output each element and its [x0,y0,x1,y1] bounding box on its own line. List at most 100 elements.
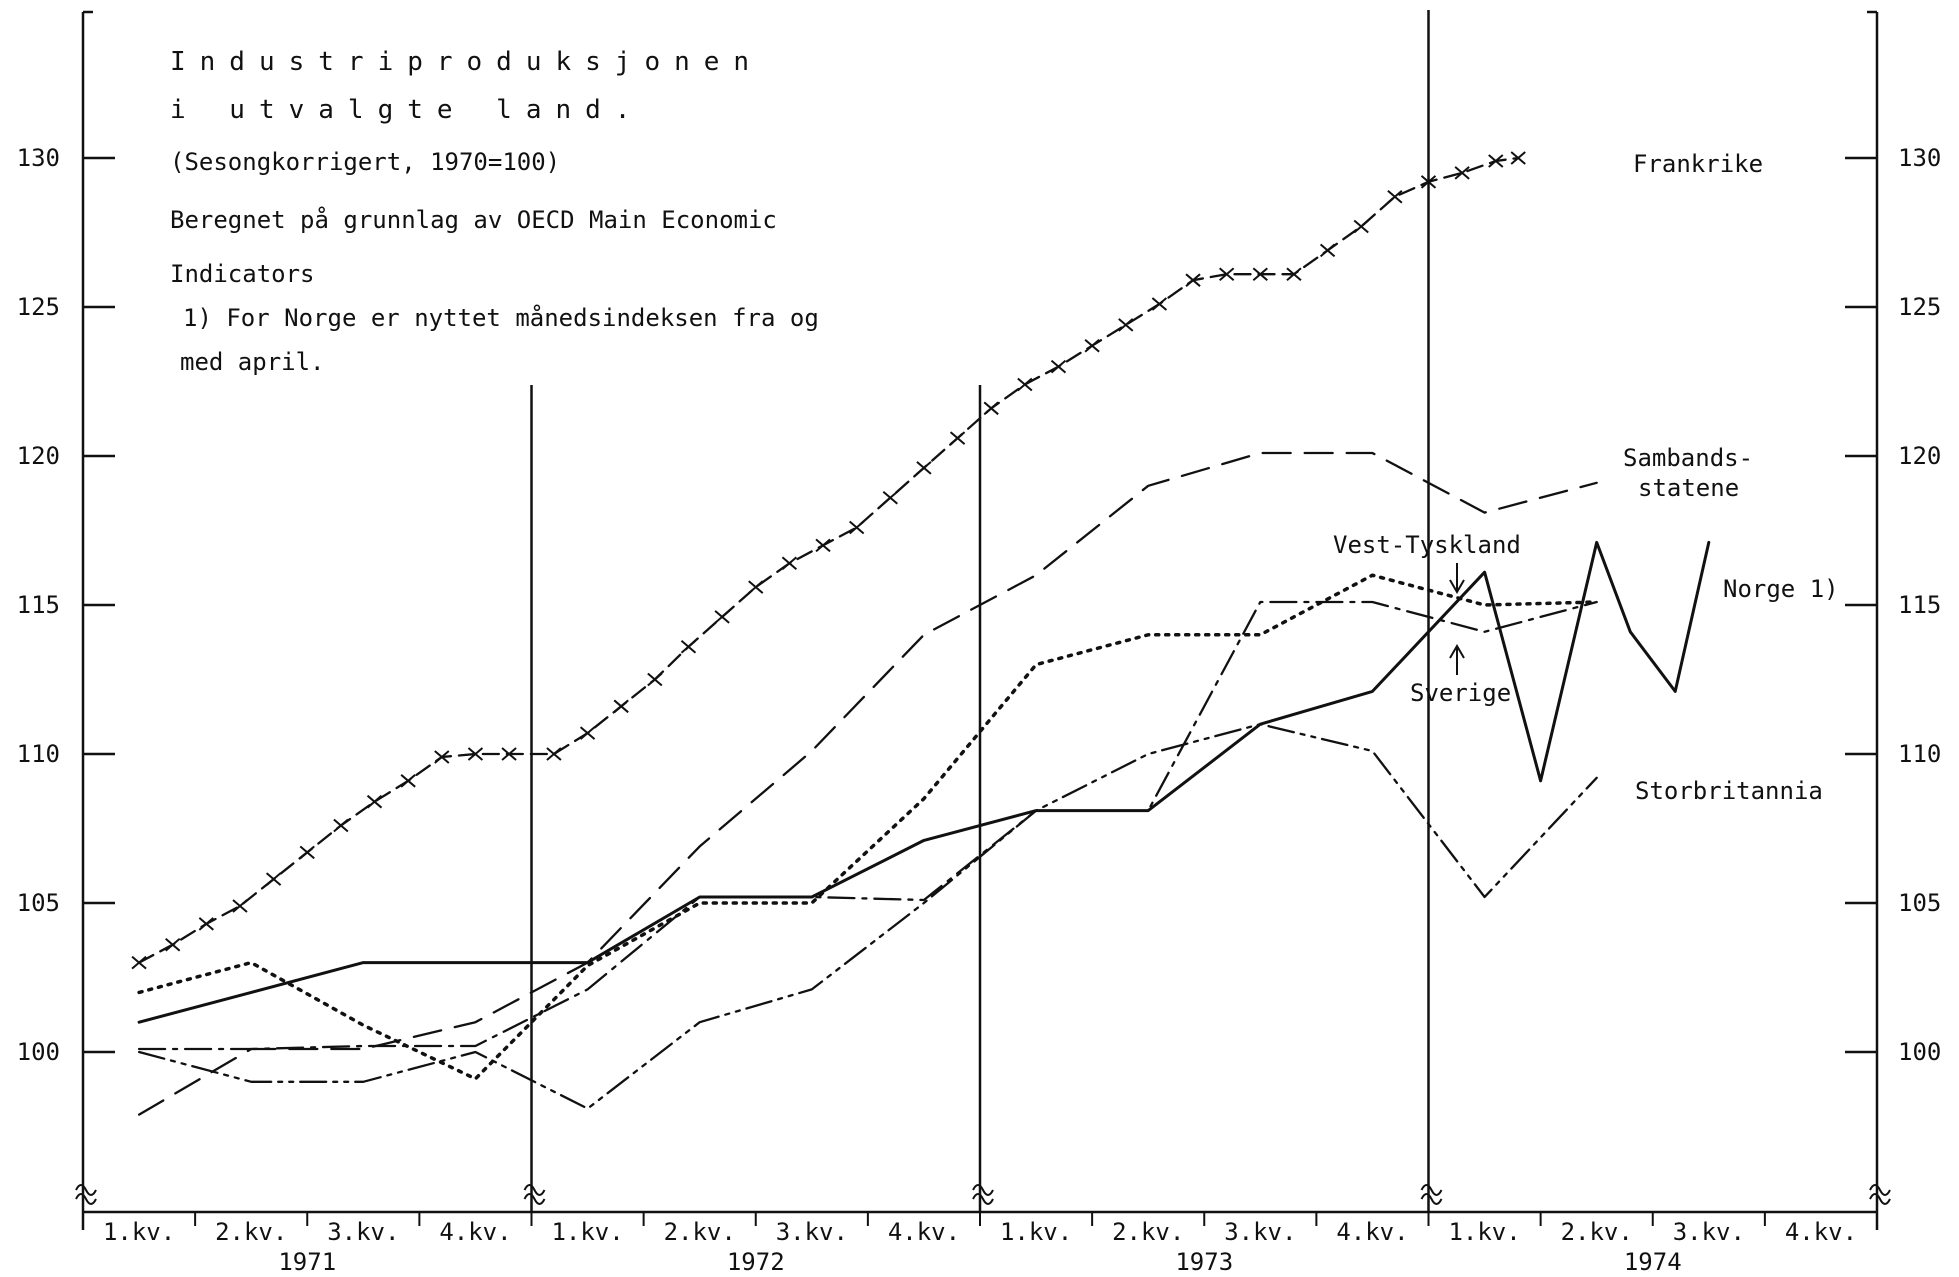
series-label-sverige: Sverige [1410,679,1511,707]
series-line-sverige [137,600,1598,1051]
series-point-frankrike-41 [1510,151,1526,165]
series-point-frankrike-10 [467,747,484,761]
series-point-frankrike-21 [849,520,865,535]
left-tick-label-120: 120 [17,442,60,470]
axis-break-mark-b-5 [1869,1193,1891,1205]
series-line-sambands-statene [137,451,1598,1116]
left-tick-label-105: 105 [17,889,60,917]
quarter-label-5: 1.kv. [551,1218,623,1246]
series-point-frankrike-20 [815,538,831,553]
axis-break-mark-b-4 [1420,1193,1443,1205]
series-point-frankrike-28 [1084,338,1100,353]
quarter-label-11: 3.kv. [1224,1218,1296,1246]
series-point-frankrike-6 [333,818,349,833]
series-point-frankrike-30 [1151,297,1168,311]
right-tick-label-100: 100 [1898,1038,1941,1066]
axis-break-mark-a-4 [1420,1184,1443,1196]
series-point-frankrike-9 [434,750,450,764]
axis-break-mark-a-5 [1869,1184,1891,1196]
right-tick-label-120: 120 [1898,442,1941,470]
series-line-vest-tyskland [137,573,1599,1081]
chart-note-4: 1) For Norge er nyttet månedsindeksen fr… [183,303,819,332]
series-point-frankrike-1 [165,937,181,952]
right-tick-label-110: 110 [1898,740,1941,768]
series-label-sambandsstatene-1: Sambands- [1623,444,1753,472]
series-lines [131,151,1711,1116]
quarter-label-13: 1.kv. [1448,1218,1520,1246]
series-label-norge: Norge 1) [1723,575,1839,603]
series-point-frankrike-38 [1420,175,1437,189]
quarter-label-16: 4.kv. [1785,1218,1857,1246]
quarter-label-1: 1.kv. [103,1218,175,1246]
quarter-label-3: 3.kv. [327,1218,399,1246]
series-point-frankrike-23 [916,461,932,475]
series-point-frankrike-12 [546,747,562,761]
series-label-storbritannia: Storbritannia [1635,777,1823,805]
series-line-storbritannia [137,723,1598,1110]
series-point-frankrike-39 [1454,166,1470,180]
series-point-frankrike-22 [882,490,898,505]
left-tick-label-115: 115 [17,591,60,619]
series-label-vest-tyskland: Vest-Tyskland [1333,531,1521,559]
axes-frame [75,10,1891,1230]
series-point-frankrike-25 [983,401,999,416]
series-point-frankrike-13 [579,726,596,740]
quarter-label-6: 2.kv. [664,1218,736,1246]
left-tick-label-100: 100 [17,1038,60,1066]
series-point-frankrike-24 [949,431,966,445]
right-tick-label-105: 105 [1898,889,1941,917]
sverige-arrowhead [1449,644,1465,659]
series-point-frankrike-17 [714,610,730,624]
series-point-frankrike-35 [1319,243,1336,258]
series-point-frankrike-33 [1252,267,1268,281]
left-tick-label-125: 125 [17,293,60,321]
axis-break-mark-b-2 [523,1193,546,1205]
series-point-frankrike-29 [1118,318,1134,332]
series-point-frankrike-3 [232,899,248,913]
quarter-label-8: 4.kv. [888,1218,960,1246]
chart-note-3: Indicators [170,260,315,288]
right-tick-label-125: 125 [1898,293,1941,321]
series-point-frankrike-27 [1050,359,1067,374]
series-point-frankrike-4 [265,872,282,886]
quarter-label-2: 2.kv. [215,1218,287,1246]
series-point-frankrike-0 [131,955,147,970]
quarter-label-15: 3.kv. [1673,1218,1745,1246]
series-point-frankrike-11 [501,747,517,761]
series-point-frankrike-26 [1017,377,1033,392]
axis-break-mark-a-1 [75,1184,97,1196]
series-point-frankrike-36 [1353,219,1369,234]
series-point-frankrike-15 [647,672,663,687]
series-line-norge-1 [137,540,1711,1024]
chart-note-1: (Sesongkorrigert, 1970=100) [170,148,560,176]
series-point-frankrike-8 [400,774,416,788]
quarter-label-14: 2.kv. [1561,1218,1633,1246]
left-tick-label-130: 130 [17,144,60,172]
left-tick-label-110: 110 [17,740,60,768]
quarter-label-9: 1.kv. [1000,1218,1072,1246]
series-point-frankrike-5 [299,845,315,860]
axis-break-mark-b-3 [972,1193,994,1205]
series-line-frankrike [137,156,1520,964]
series-point-frankrike-37 [1387,189,1403,204]
series-point-frankrike-18 [748,580,764,594]
chart-text: Industriproduksjonen i utvalgte land. (S… [170,47,1839,805]
series-point-frankrike-40 [1488,154,1504,168]
series-point-frankrike-34 [1286,267,1302,281]
quarter-label-4: 4.kv. [439,1218,511,1246]
axis-break-mark-a-2 [523,1184,546,1196]
series-point-frankrike-19 [781,556,798,571]
tick-labels: 1.kv. 2.kv. 3.kv. 4.kv. 1.kv. 2.kv. 3.kv. 4.kv.… [17,144,1942,1276]
right-tick-label-115: 115 [1898,591,1941,619]
year-label-1973: 1973 [1175,1248,1233,1276]
chart-title-line-1: Industriproduksjonen [170,47,763,77]
year-label-1974: 1974 [1624,1248,1682,1276]
right-tick-label-130: 130 [1898,144,1941,172]
series-point-frankrike-31 [1185,273,1201,287]
chart-note-5: med april. [180,348,325,376]
quarter-label-10: 2.kv. [1112,1218,1184,1246]
series-point-frankrike-2 [198,917,214,931]
series-point-frankrike-32 [1219,267,1235,281]
series-label-frankrike: Frankrike [1633,150,1763,178]
